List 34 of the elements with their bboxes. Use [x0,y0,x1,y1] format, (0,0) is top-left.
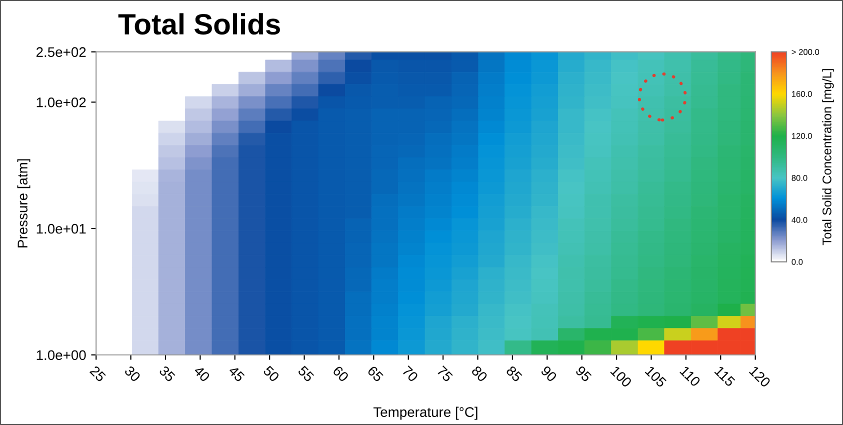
x-tick-label: 25 [89,365,106,382]
color-bar-label: 160.0 [792,91,812,97]
y-tick-label: 1.0e+02 [36,97,86,108]
x-tick-label: 95 [575,365,592,382]
x-tick-label: 45 [228,365,246,382]
x-tick-label: 55 [297,365,314,382]
color-bar-label: 0.0 [792,259,803,265]
x-tick-label: 90 [540,365,558,382]
x-axis-title: Temperature [°C] [373,406,478,420]
x-tick-label: 100 [610,366,632,388]
chart-title: Total Solids [118,13,280,35]
y-tick-label: 1.0e+00 [36,350,86,360]
x-tick-label: 40 [193,365,210,382]
x-tick-label: 105 [644,366,667,388]
x-tick-label: 115 [714,366,736,388]
x-tick-label: 70 [402,365,419,382]
x-tick-label: 30 [124,365,142,382]
color-bar-label: 40.0 [792,217,808,223]
x-tick-label: 35 [158,365,176,382]
y-tick-label: 2.5e+02 [36,47,86,58]
y-tick-label: 1.0e+01 [36,224,86,234]
x-tick-label: 60 [332,365,350,382]
color-bar-label: 80.0 [792,175,808,181]
color-bar-label: > 200.0 [792,49,820,55]
x-tick-label: 110 [679,366,701,388]
y-axis-title: Pressure [atm] [17,159,30,248]
x-tick-label: 80 [470,365,488,382]
x-tick-label: 85 [506,365,523,382]
x-tick-label: 50 [262,365,280,382]
x-tick-label: 120 [748,366,772,388]
x-tick-label: 65 [366,365,384,382]
x-tick-label: 75 [436,365,454,382]
color-bar-label: 120.0 [792,133,812,139]
color-bar-title: Total Solid Concentration [mg/L] [822,69,834,246]
